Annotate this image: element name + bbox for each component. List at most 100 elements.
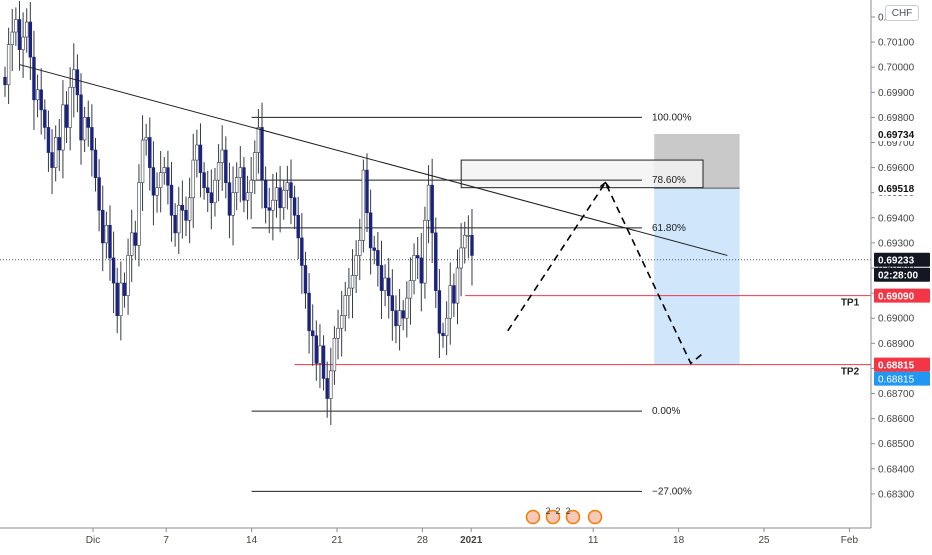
price-tick-label: 0.68600: [878, 414, 915, 425]
candle-body: [415, 255, 420, 259]
candle-body: [423, 220, 427, 284]
candle-body: [227, 182, 232, 216]
candle-body: [390, 295, 395, 311]
candle-body: [387, 277, 391, 296]
fib-level-label: 61.80%: [652, 223, 686, 234]
candle-body: [452, 285, 456, 304]
event-marker-label: 2: [545, 506, 550, 516]
zones-layer: [460, 133, 740, 365]
candle-body: [376, 250, 380, 266]
time-tick-label: 28: [417, 535, 429, 546]
candle-body: [336, 327, 340, 339]
price-tick-label: 0.69600: [878, 163, 915, 174]
candle-body: [466, 235, 471, 237]
event-marker: [565, 509, 581, 525]
candle-body: [155, 187, 159, 196]
candle-body: [3, 76, 7, 86]
candle-body: [256, 127, 261, 153]
candle-body: [148, 137, 152, 168]
price-tick-label: 0.69800: [878, 113, 915, 124]
candle-body: [300, 237, 304, 266]
candle-body: [61, 104, 65, 151]
candle-body: [17, 19, 22, 50]
candle-body: [93, 149, 98, 178]
price-badges: 0.69734 0.69518 0.69233 02:28:00 0.68815 0.69…: [874, 126, 930, 386]
candle-body: [234, 177, 239, 193]
tp-label: TP2: [841, 367, 860, 378]
price-tick-label: 0.69000: [878, 314, 915, 325]
candle-body: [365, 169, 369, 214]
price-badge: [874, 267, 930, 282]
candle-body: [104, 225, 109, 244]
candle-body: [394, 310, 398, 327]
candle-body: [282, 189, 286, 209]
candle-body: [231, 192, 235, 216]
candle-body: [321, 345, 326, 379]
candle-body: [441, 332, 445, 337]
candle-body: [39, 89, 43, 111]
candle-body: [444, 317, 449, 337]
candle-body: [343, 295, 347, 316]
time-tick-label: 7: [163, 535, 169, 546]
time-tick-label: 21: [331, 535, 343, 546]
candle-body: [419, 257, 423, 284]
candle-body: [470, 235, 474, 256]
price-badge: [874, 126, 930, 141]
candle-body: [412, 255, 416, 281]
candle-body: [32, 56, 36, 101]
candle-body: [263, 179, 268, 209]
candle-body: [140, 139, 145, 183]
candle-body: [463, 235, 467, 249]
candle-body: [119, 282, 123, 316]
event-marker: [587, 509, 603, 525]
candle-body: [354, 255, 358, 276]
price-badge-text: 0.69734: [878, 130, 915, 141]
candle-body: [162, 167, 166, 173]
candle-body: [249, 179, 253, 193]
candle-body: [253, 152, 257, 181]
price-tick-label: 0.69400: [878, 213, 915, 224]
candle-body: [151, 167, 156, 196]
candle-body: [278, 187, 282, 209]
price-tick-label: 0.68400: [878, 464, 915, 475]
currency-button[interactable]: CHF: [885, 5, 919, 21]
candle-body: [397, 310, 402, 327]
price-tick-label: 0.70100: [878, 38, 915, 49]
candle-body: [329, 370, 333, 399]
price-badge-text: 02:28:00: [878, 271, 918, 282]
candle-body: [303, 265, 308, 294]
candle-body: [6, 44, 11, 86]
candle-body: [180, 204, 185, 211]
candle-body: [202, 172, 206, 188]
candle-body: [209, 192, 214, 204]
price-tick-label: 0.69700: [878, 138, 915, 149]
price-badge: [874, 371, 930, 386]
candle-body: [43, 109, 47, 128]
time-tick-label: 2021: [460, 535, 483, 546]
candle-body: [206, 187, 210, 193]
projection-path: [507, 181, 704, 365]
candle-body: [325, 378, 329, 399]
candle-body: [455, 267, 460, 304]
price-badge-text: 0.68815: [878, 375, 915, 386]
candle-body: [82, 117, 87, 141]
fib-level-label: 100.00%: [652, 112, 692, 123]
candle-body: [68, 86, 72, 128]
candle-body: [108, 225, 112, 259]
candle-body: [90, 127, 94, 151]
candle-body: [213, 179, 217, 204]
price-tick-label: 0.68500: [878, 439, 915, 450]
candle-body: [260, 127, 264, 181]
candle-body: [64, 104, 69, 128]
tp-label: TP1: [841, 298, 860, 309]
price-tick-label: 0.69300: [878, 238, 915, 249]
candle-body: [111, 257, 116, 284]
candle-body: [25, 21, 29, 38]
candle-body: [368, 212, 373, 249]
candle-body: [220, 149, 224, 163]
candle-body: [271, 199, 275, 211]
time-tick-label: Dic: [86, 535, 100, 546]
